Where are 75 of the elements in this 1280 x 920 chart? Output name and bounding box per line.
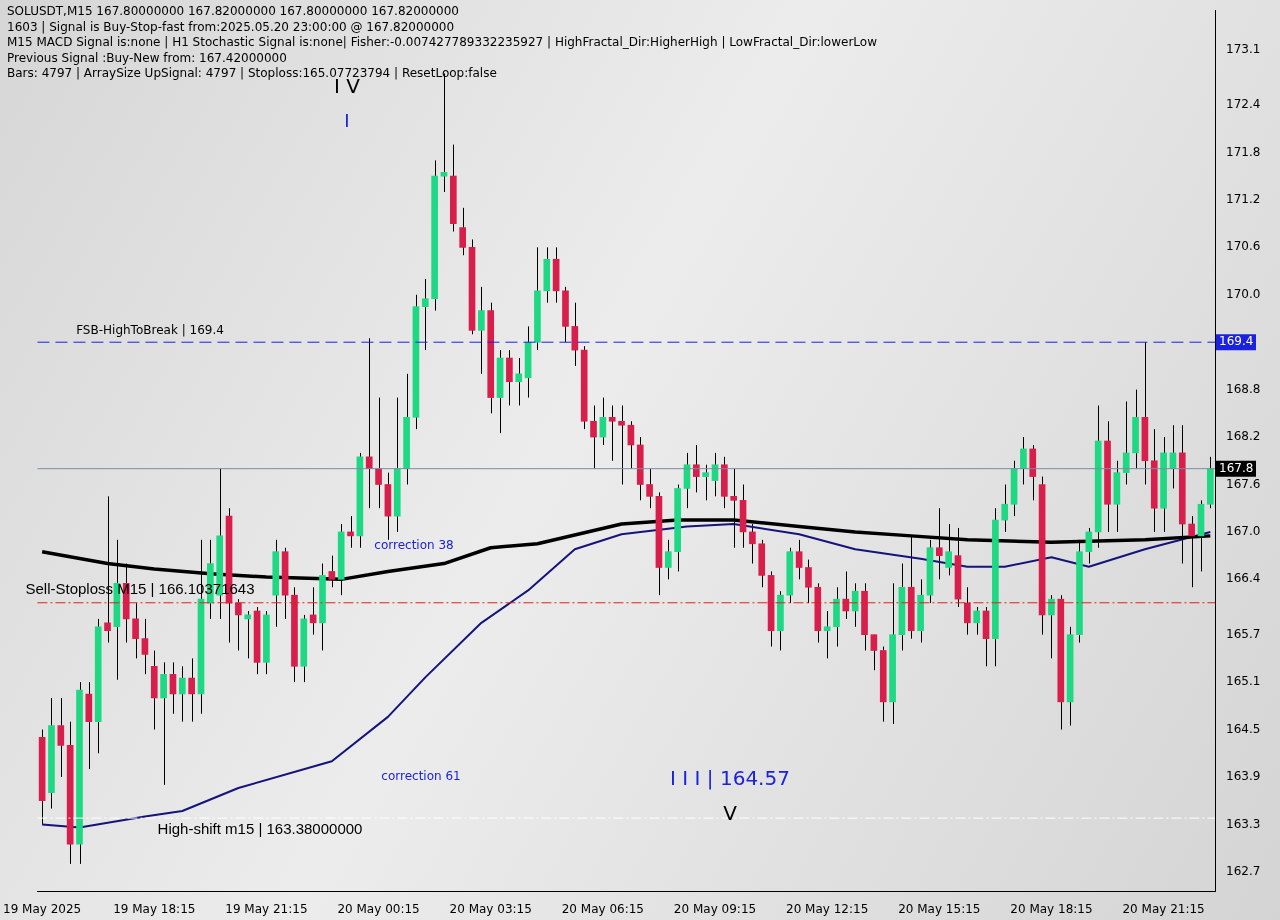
candlestick	[478, 286, 485, 375]
x-tick-label: 20 May 21:15	[1122, 901, 1205, 916]
candlestick	[851, 582, 859, 628]
candlestick	[1020, 436, 1027, 485]
annotation: Previous Signal :Buy-New from: 167.42000000	[7, 50, 288, 66]
candlestick	[964, 586, 971, 636]
y-tick-label: 168.2	[1226, 429, 1261, 444]
candlestick	[646, 468, 653, 509]
candlestick	[347, 515, 354, 549]
candlestick	[618, 404, 625, 485]
y-tick-label: 166.4	[1226, 571, 1261, 586]
annotation: V	[723, 801, 738, 826]
candlestick	[805, 559, 812, 604]
y-tick-label: 163.9	[1226, 769, 1261, 784]
candlestick	[795, 539, 803, 580]
candlestick	[57, 697, 65, 778]
candlestick	[1001, 484, 1009, 533]
annotation: I	[344, 109, 350, 131]
annotation: correction 38	[374, 538, 454, 553]
candlestick	[1122, 400, 1130, 485]
y-tick-label: 163.3	[1226, 816, 1261, 831]
candlestick	[365, 337, 373, 509]
candlestick	[608, 404, 616, 462]
ref-line-label: FSB-HighToBreak | 169.4	[76, 323, 224, 338]
x-tick-label: 20 May 06:15	[561, 901, 645, 916]
candlestick	[515, 357, 523, 406]
candlestick	[178, 665, 186, 723]
annotation: M15 MACD Signal is:none | H1 Stochastic Signal is:none| Fisher:-0.007427789332235927 | HighFractal_Dir:HigherHigh | LowFractal_Dir:lowerLow	[7, 35, 877, 51]
x-tick-label: 20 May 12:15	[786, 901, 869, 916]
candlestick	[188, 657, 195, 723]
candlestick	[702, 464, 709, 501]
candlestick	[132, 602, 139, 659]
candlestick	[244, 610, 252, 659]
ref-line-label: High-shift m15 | 163.38000000	[157, 819, 363, 837]
y-tick-label: 165.1	[1226, 674, 1261, 689]
y-tick-label: 171.2	[1226, 192, 1261, 207]
candlestick	[692, 444, 700, 493]
candlestick	[1048, 594, 1055, 659]
y-tick-label: 170.0	[1226, 286, 1261, 301]
x-tick-label: 20 May 03:15	[449, 901, 532, 916]
candlestick	[823, 610, 831, 659]
y-tick-label: 168.8	[1226, 381, 1261, 396]
annotation: correction 61	[381, 769, 461, 784]
x-tick-label: 20 May 18:15	[1010, 901, 1093, 916]
annotation: 167.8	[1219, 460, 1254, 475]
y-tick-label: 167.0	[1226, 524, 1261, 539]
candlestick	[141, 618, 149, 675]
y-tick-label: 173.1	[1226, 41, 1261, 56]
candlestick	[459, 207, 467, 256]
candlestick	[870, 634, 878, 671]
y-tick-label: 164.5	[1226, 721, 1261, 736]
candlestick	[973, 606, 981, 636]
candlestick	[590, 404, 597, 470]
y-tick-label: 165.7	[1226, 626, 1261, 641]
annotation: 1603 | Signal is Buy-Stop-fast from:2025.05.20 23:00:00 @ 167.82000000	[7, 19, 456, 35]
y-tick-label: 170.6	[1226, 239, 1261, 254]
y-tick-label: 167.6	[1226, 476, 1261, 491]
y-tick-label: 172.4	[1226, 97, 1261, 112]
x-tick-label: 19 May 18:15	[113, 901, 196, 916]
annotation: I I I | 164.57	[670, 766, 790, 791]
x-tick-label: 20 May 00:15	[337, 901, 420, 916]
y-tick-label: 162.7	[1226, 863, 1261, 878]
annotation: SOLUSDT,M15 167.80000000 167.82000000 167.80000000 167.82000000	[7, 4, 460, 20]
x-tick-label: 20 May 09:15	[673, 901, 757, 916]
x-tick-label: 19 May 21:15	[225, 901, 308, 916]
candlestick	[421, 278, 429, 351]
x-tick-label: 19 May 2025	[3, 901, 82, 916]
annotation: 169.4	[1219, 334, 1254, 349]
candlestick	[235, 598, 242, 651]
candlestick	[749, 523, 756, 565]
x-tick-label: 20 May 15:15	[898, 901, 981, 916]
candlestick	[664, 539, 672, 580]
candlestick	[375, 397, 382, 509]
candlestick	[945, 523, 952, 576]
y-tick-label: 171.8	[1226, 144, 1261, 159]
